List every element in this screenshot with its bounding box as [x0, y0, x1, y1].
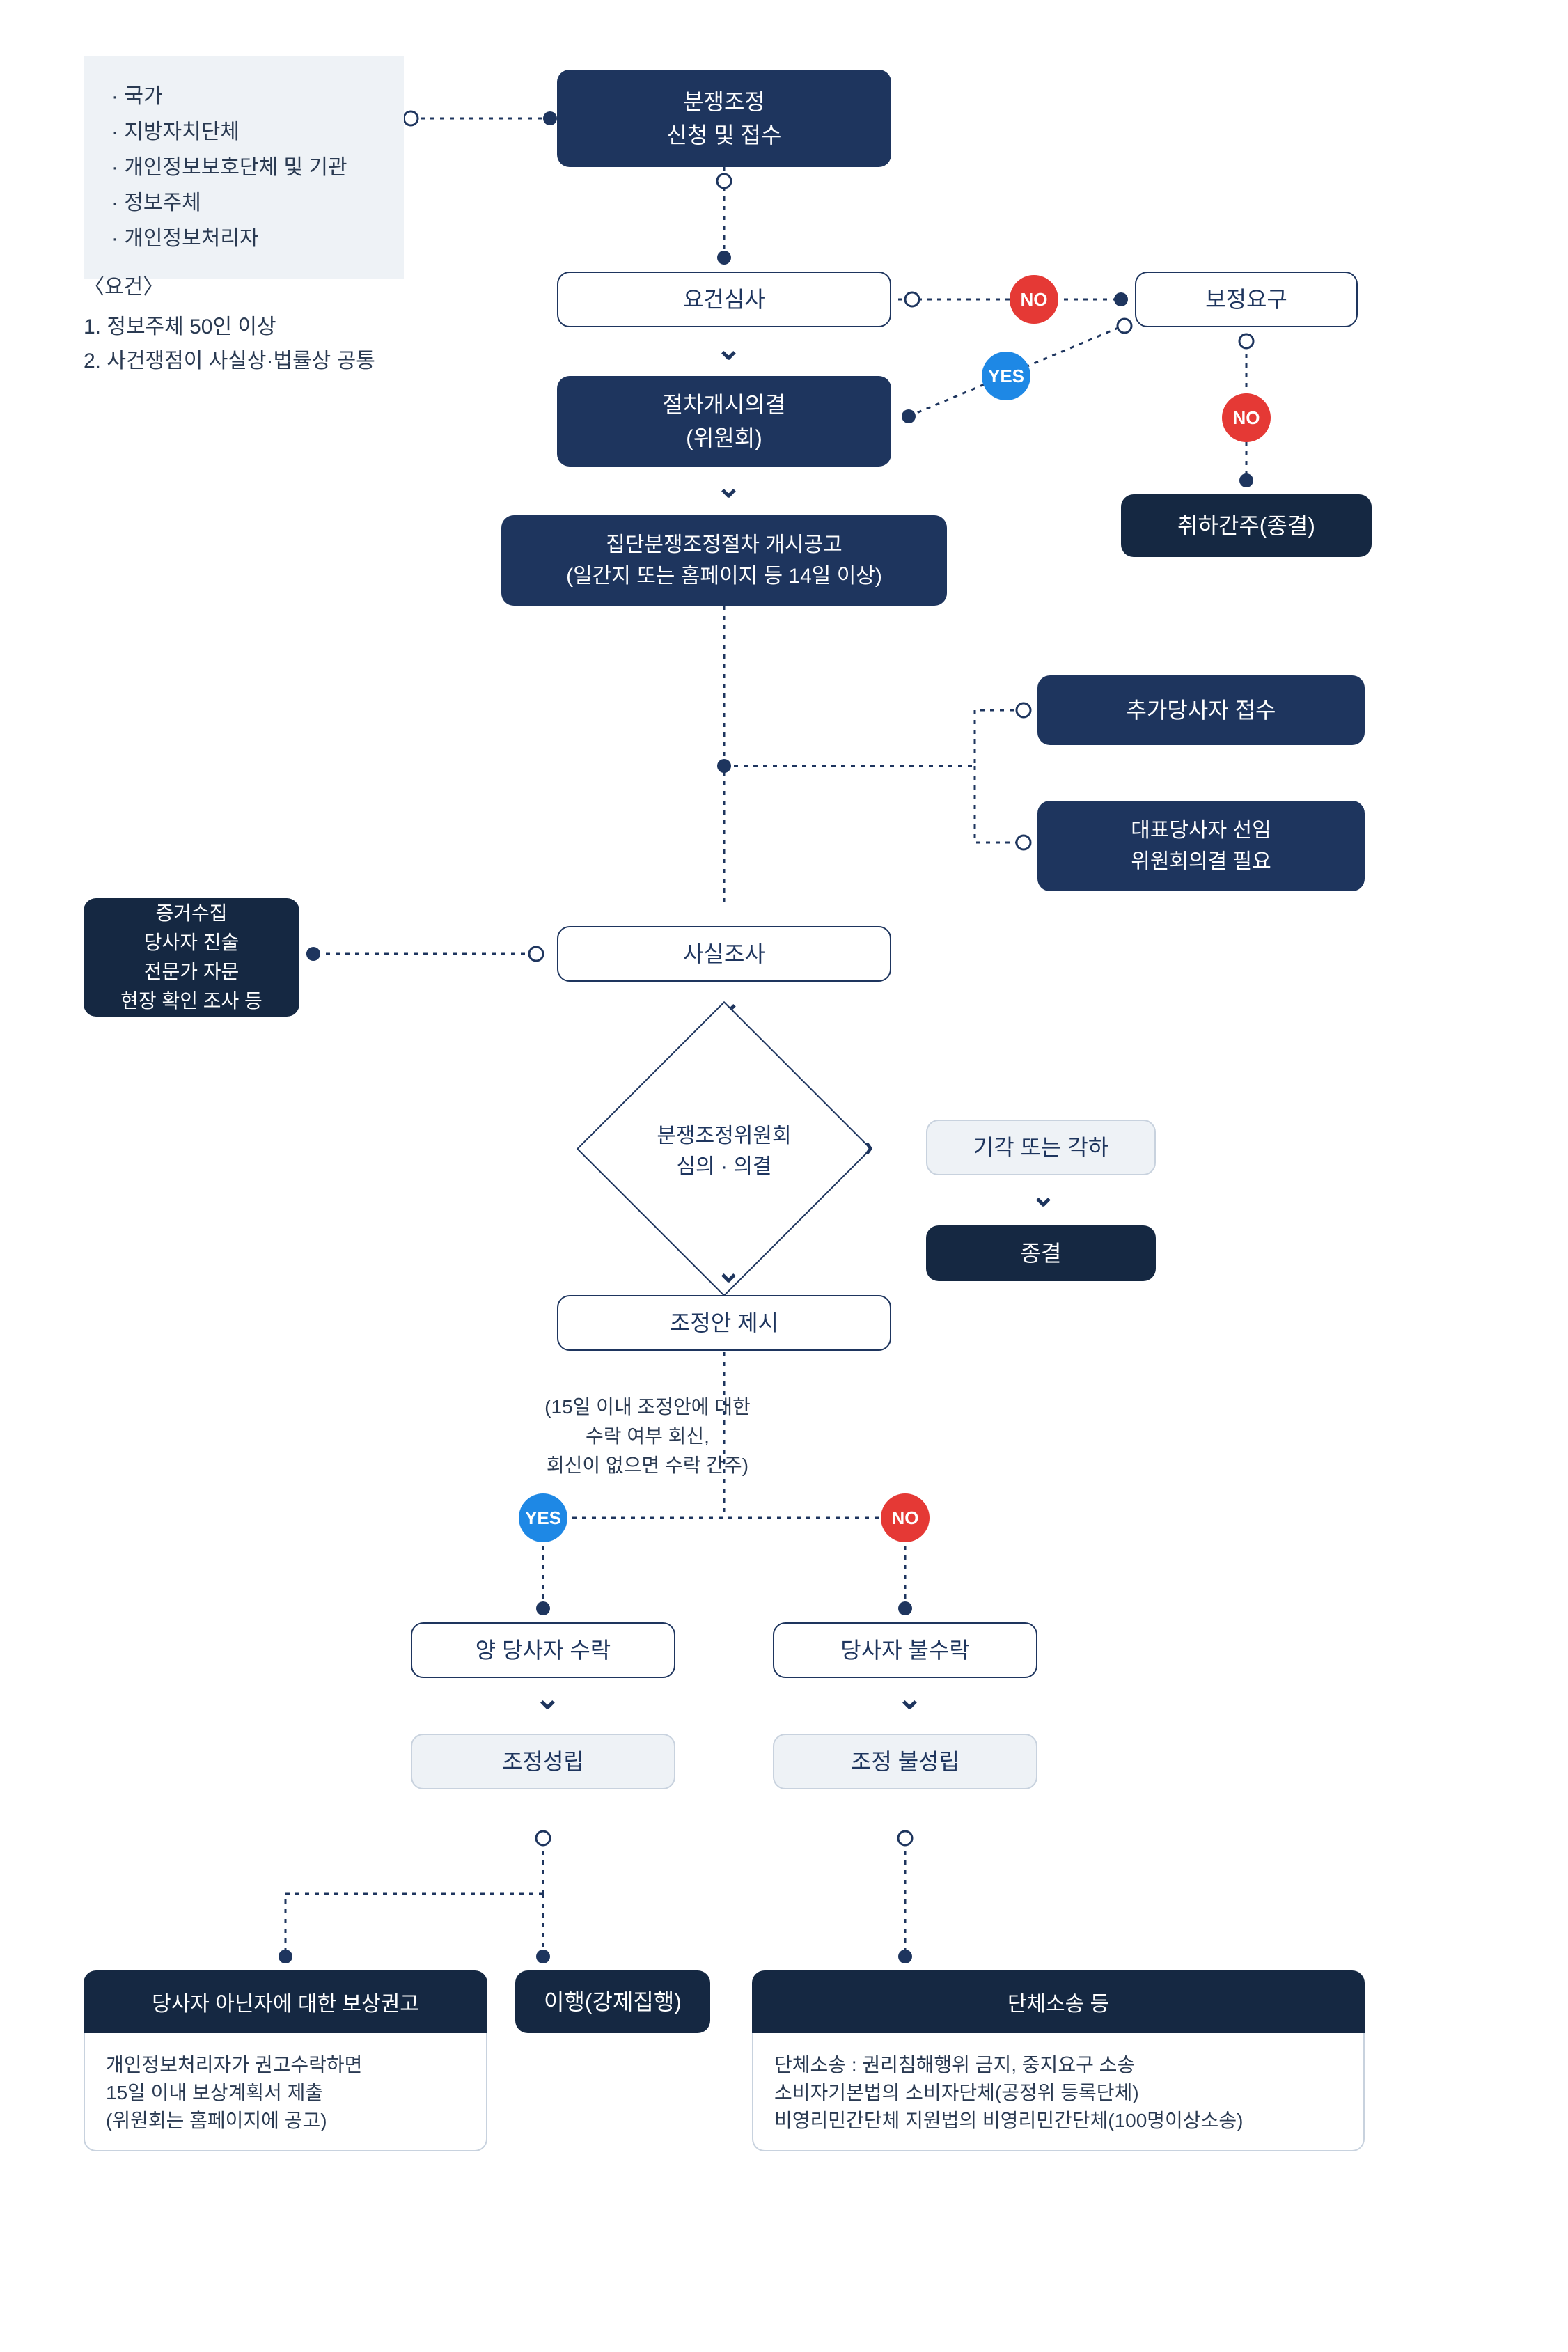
node-public-notice: 집단분쟁조정절차 개시공고 (일간지 또는 홈페이지 등 14일 이상): [501, 515, 947, 606]
applicant-item: · 개인정보처리자: [111, 223, 376, 254]
evidence-line: 전문가 자문: [144, 957, 240, 987]
requirement-item: 1. 정보주체 50인 이상: [84, 311, 473, 343]
applicant-item: · 국가: [111, 81, 376, 112]
node-additional-parties: 추가당사자 접수: [1037, 675, 1365, 745]
node-correction-request: 보정요구: [1135, 272, 1358, 327]
node-enforcement: 이행(강제집행): [515, 1970, 710, 2033]
node-mediation-fail: 조정 불성립: [773, 1734, 1037, 1789]
evidence-line: 현장 확인 조사 등: [120, 987, 262, 1016]
node-both-accept: 양 당사자 수락: [411, 1622, 675, 1678]
class-action-title: 단체소송 등: [752, 1970, 1365, 2033]
diamond-label: 분쟁조정위원회 심의 · 의결: [620, 1044, 829, 1253]
requirements-box: 〈요건〉 1. 정보주체 50인 이상 2. 사건쟁점이 사실상·법률상 공통: [84, 272, 473, 379]
applicants-box: · 국가 · 지방자치단체 · 개인정보보호단체 및 기관 · 정보주체 · 개…: [84, 56, 404, 279]
node-requirement-review: 요건심사: [557, 272, 891, 327]
yes-badge: YES: [519, 1493, 567, 1542]
chevron-down-icon: ⌄: [535, 1684, 560, 1714]
applicant-item: · 정보주체: [111, 187, 376, 219]
requirements-title: 〈요건〉: [84, 272, 473, 303]
node-procedure-start-decision: 절차개시의결 (위원회): [557, 376, 891, 467]
chevron-down-icon: ⌄: [1030, 1181, 1056, 1212]
no-badge: NO: [881, 1493, 930, 1542]
recommendation-title: 당사자 아닌자에 대한 보상권고: [84, 1970, 487, 2033]
note-acceptance-period: (15일 이내 조정안에 대한 수락 여부 회신, 회신이 없으면 수락 간주): [487, 1393, 808, 1480]
evidence-line: 증거수집: [155, 899, 227, 928]
node-mediation-proposal: 조정안 제시: [557, 1295, 891, 1351]
yes-badge: YES: [982, 352, 1030, 400]
no-badge: NO: [1010, 275, 1058, 324]
requirement-item: 2. 사건쟁점이 사실상·법률상 공통: [84, 345, 473, 377]
chevron-down-icon: ⌄: [716, 1257, 742, 1287]
chevron-down-icon: ⌄: [716, 472, 742, 503]
evidence-box: 증거수집 당사자 진술 전문가 자문 현장 확인 조사 등: [84, 898, 299, 1017]
applicant-item: · 지방자치단체: [111, 116, 376, 148]
no-badge: NO: [1222, 393, 1271, 442]
chevron-down-icon: ⌄: [897, 1684, 923, 1714]
class-action-body: 단체소송 : 권리침해행위 금지, 중지요구 소송 소비자기본법의 소비자단체(…: [752, 2033, 1365, 2151]
evidence-line: 당사자 진술: [144, 928, 240, 957]
chevron-right-icon: ›: [863, 1131, 874, 1162]
node-representative-selection: 대표당사자 선임 위원회의결 필요: [1037, 801, 1365, 891]
node-withdrawal-deemed: 취하간주(종결): [1121, 494, 1372, 557]
chevron-down-icon: ⌄: [716, 334, 742, 365]
applicant-item: · 개인정보보호단체 및 기관: [111, 152, 376, 183]
node-mediation-success: 조정성립: [411, 1734, 675, 1789]
node-party-reject: 당사자 불수락: [773, 1622, 1037, 1678]
recommendation-body: 개인정보처리자가 권고수락하면 15일 이내 보상계획서 제출 (위원회는 홈페…: [84, 2033, 487, 2151]
node-application: 분쟁조정 신청 및 접수: [557, 70, 891, 167]
node-committee-decision: 분쟁조정위원회 심의 · 의결: [620, 1044, 829, 1253]
node-fact-investigation: 사실조사: [557, 926, 891, 982]
node-dismiss-reject: 기각 또는 각하: [926, 1120, 1156, 1175]
node-closed: 종결: [926, 1225, 1156, 1281]
flowchart-canvas: · 국가 · 지방자치단체 · 개인정보보호단체 및 기관 · 정보주체 · 개…: [56, 42, 1512, 2310]
